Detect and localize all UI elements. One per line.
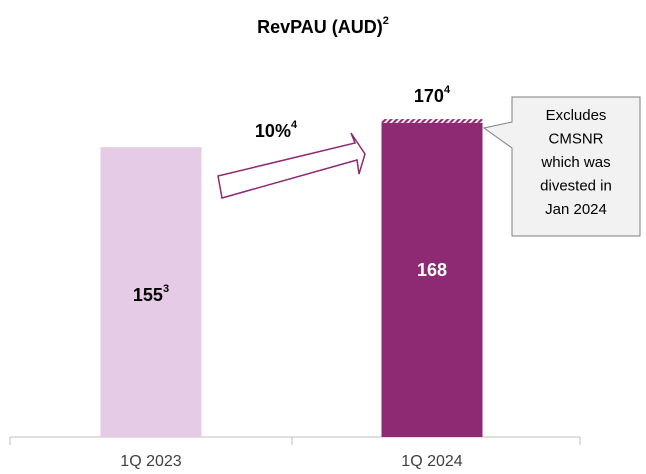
chart-title: RevPAU (AUD)2: [257, 15, 389, 37]
growth-arrow: [217, 132, 366, 199]
total-label: 1704: [414, 84, 451, 106]
x-tick-label: 1Q 2024: [401, 453, 462, 470]
title-text: RevPAU (AUD): [257, 17, 383, 37]
growth-text: 10%: [255, 121, 291, 141]
total-label-note: 4: [444, 84, 451, 96]
value-label: 1553: [133, 283, 169, 305]
value-label-note: 3: [163, 283, 169, 295]
callout-line: Jan 2024: [545, 201, 607, 218]
x-tick-label: 1Q 2023: [120, 453, 181, 470]
bar: [100, 147, 202, 437]
callout-line: Excludes: [546, 107, 607, 124]
callout-line: CMSNR: [549, 130, 604, 147]
growth-label: 10%4: [255, 119, 298, 141]
growth-note: 4: [291, 119, 298, 131]
title-note: 2: [383, 15, 389, 27]
value-label: 168: [417, 260, 447, 280]
bar-segment-hatched: [381, 119, 483, 123]
value-label-text: 155: [133, 285, 163, 305]
callout-line: which was: [540, 154, 610, 171]
callout: Excludes CMSNR which was divested in Jan 202…: [540, 107, 612, 218]
total-label-text: 170: [414, 86, 444, 106]
callout-line: divested in: [540, 177, 612, 194]
bar: [381, 122, 483, 437]
value-label-text: 168: [417, 260, 447, 280]
callout-box: [482, 96, 641, 237]
